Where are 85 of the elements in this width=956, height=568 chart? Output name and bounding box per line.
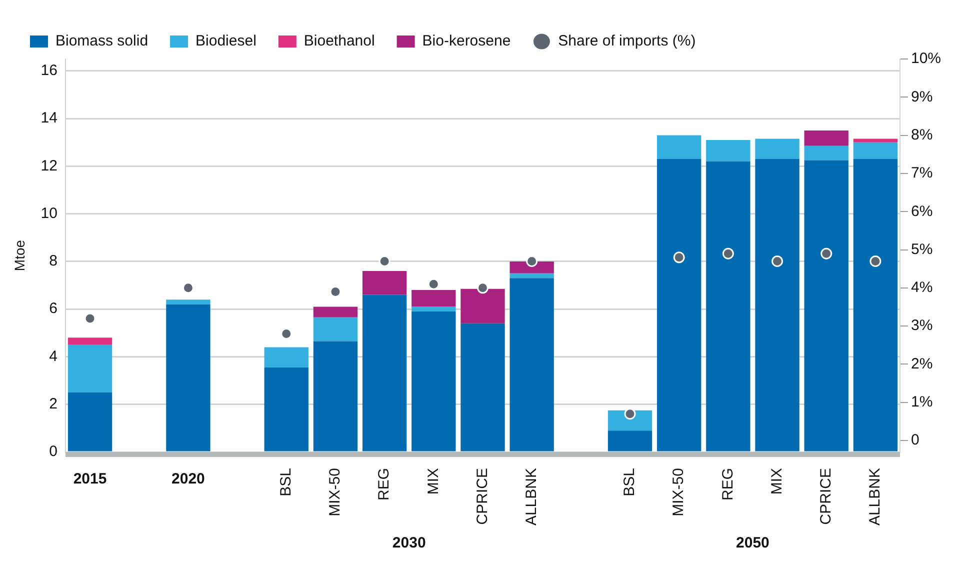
bar: [313, 341, 358, 452]
bar: [608, 430, 652, 452]
point: [428, 278, 440, 290]
y2-tick-label: 7%: [910, 164, 933, 182]
bar: [656, 135, 702, 160]
y-tick-label: 10: [40, 204, 58, 222]
bar: [755, 138, 800, 160]
text: 2050: [736, 534, 770, 552]
point: [673, 252, 685, 264]
x-tick-label: CPRICE: [474, 468, 491, 525]
legend-label: Biomass solid: [56, 32, 148, 50]
bar: [656, 159, 702, 452]
y2-tick-label: 9%: [910, 88, 933, 106]
x-tick-label: MIX-50: [326, 468, 344, 516]
bar: [412, 290, 456, 307]
y-tick-label: 14: [40, 110, 58, 127]
bar: [510, 261, 554, 274]
bar: [460, 323, 505, 452]
bar: [804, 130, 848, 146]
y2-tick-label: 0: [910, 432, 920, 449]
bar: [68, 344, 112, 392]
bar: [264, 347, 308, 368]
point: [84, 312, 96, 324]
point: [476, 282, 488, 294]
bar: [706, 140, 750, 162]
legend-label: Bio-kerosene: [422, 32, 511, 50]
x-tick-label: 2020: [172, 470, 205, 488]
bar: [313, 317, 358, 342]
x-tick-label: BSL: [278, 468, 295, 496]
bar: [853, 142, 898, 160]
x-tick-label: MIX-50: [670, 468, 688, 516]
bar: [853, 138, 898, 142]
y-axis-title: Mtoe: [11, 240, 28, 272]
bar: [460, 288, 505, 324]
x-tick-label: MIX: [768, 468, 786, 495]
legend-label: Biodiesel: [196, 32, 256, 50]
legend-label: Bioethanol: [304, 32, 375, 50]
x-tick-label: CPRICE: [817, 468, 834, 525]
bar: [853, 159, 898, 452]
bar: [510, 273, 554, 278]
y-tick-label: 8: [49, 252, 58, 270]
bar: [804, 160, 848, 452]
bar: [264, 367, 308, 452]
point: [624, 408, 636, 420]
text: 2030: [392, 534, 426, 552]
x-tick-label: REG: [719, 468, 736, 501]
bar: [313, 306, 358, 318]
y2-tick-label: 5%: [910, 240, 933, 258]
y-tick-label: 4: [49, 348, 58, 365]
legend-label: Share of imports (%): [558, 32, 696, 50]
bar: [412, 306, 456, 312]
point: [330, 286, 342, 298]
y2-tick-label: 6%: [910, 202, 933, 220]
x-tick-label: MIX: [424, 468, 442, 495]
y-tick-label: 12: [40, 157, 58, 174]
y2-tick-label: 10%: [910, 50, 942, 68]
y2-tick-label: 1%: [910, 394, 933, 411]
bar: [706, 161, 750, 452]
bar: [68, 392, 112, 452]
bar: [755, 159, 800, 452]
y2-tick-label: 8%: [910, 126, 933, 144]
y2-tick-label: 4%: [910, 279, 933, 296]
point: [820, 248, 832, 260]
point: [722, 248, 734, 260]
x-tick-label: BSL: [621, 468, 638, 496]
bar: [166, 300, 210, 304]
bar: [68, 338, 112, 345]
y-tick-label: 6: [49, 300, 58, 318]
y2-tick-label: 3%: [910, 317, 933, 334]
y-tick-label: 2: [49, 396, 58, 413]
x-tick-label: REG: [376, 468, 393, 501]
bar: [510, 278, 554, 452]
bar: [804, 146, 848, 160]
y-tick-label: 0: [49, 443, 58, 460]
x-tick-label: ALLBNK: [866, 468, 884, 526]
y-tick-label: 16: [40, 62, 58, 80]
point: [870, 255, 882, 267]
x-tick-label: ALLBNK: [522, 468, 540, 526]
bar: [166, 304, 210, 452]
bar: [412, 311, 456, 452]
y2-tick-label: 2%: [910, 355, 933, 372]
x-tick-label: 2015: [73, 470, 107, 488]
bar: [362, 270, 407, 295]
point: [772, 255, 784, 267]
bar: [362, 294, 407, 452]
